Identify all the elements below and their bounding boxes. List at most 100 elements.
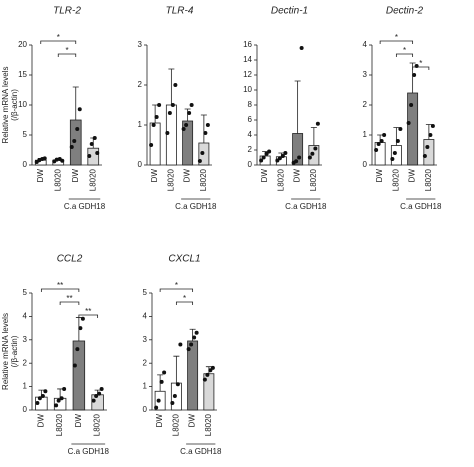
data-point [37,396,42,401]
data-point [392,151,397,155]
significance-label: * [57,33,60,42]
data-point [192,335,197,340]
data-point [167,111,172,115]
data-point [87,154,92,158]
data-point [261,155,266,160]
data-point [35,400,40,405]
y-tick-label: 0 [363,160,368,169]
chart-title: CCL2 [57,254,83,265]
data-point [210,365,215,370]
y-tick-label: 4 [363,40,368,49]
data-point [80,316,85,321]
y-tick-label: 2 [143,358,148,367]
bar [374,142,386,166]
y-tick-label: 0 [23,405,28,414]
significance-label: ** [66,294,72,303]
error-bar [393,127,400,146]
data-point [283,151,288,155]
y-tick-label: 5 [143,288,148,297]
x-tick-label: L8020 [93,413,102,436]
y-tick-label: 15 [18,70,27,79]
data-point [151,123,156,127]
y-tick-label: 2 [138,80,143,89]
significance-bracket [40,288,80,292]
data-point [95,151,100,155]
data-point [75,347,80,352]
y-tick-label: 1 [143,382,148,391]
data-point [205,372,210,377]
data-point [154,405,159,410]
data-point [181,127,186,131]
data-point [412,73,417,77]
data-point [78,326,83,331]
data-point [187,111,192,115]
significance-bracket [175,301,194,305]
significance-label: * [403,46,406,55]
significance-label: ** [57,281,63,290]
data-point [208,368,213,373]
bar [187,340,199,411]
x-tick-label: L8020 [309,168,318,191]
x-tick-label: L8020 [166,168,175,191]
error-bar [184,108,191,121]
data-point [277,156,282,161]
data-point [173,83,178,87]
y-tick-label: 3 [23,335,28,344]
data-point [374,148,379,152]
data-point [89,142,94,146]
significance-bracket [159,288,194,292]
data-point [425,145,430,149]
y-tick-label: 1 [363,130,368,139]
group-label: C.a GDH18 [285,202,327,211]
data-point [99,386,104,391]
y-tick-label: 4 [248,130,253,139]
significance-bracket [78,314,99,318]
x-tick-label: DW [150,169,159,183]
data-point [203,131,208,135]
data-point [259,158,264,163]
data-point [382,133,387,137]
y-tick-label: 12 [243,70,252,79]
significance-label: * [419,59,422,68]
significance-label: * [395,33,398,42]
data-point [406,121,411,125]
group-label: C.a GDH18 [175,202,217,211]
data-point [175,382,180,387]
x-tick-label: DW [375,169,384,183]
data-point [313,146,318,151]
data-point [267,149,272,154]
bar [72,340,86,411]
data-point [162,370,167,375]
data-point [91,398,96,403]
y-tick-label: 2 [23,358,28,367]
data-point [37,158,42,163]
data-point [42,156,47,161]
x-tick-label: DW [36,414,45,428]
x-tick-label: DW [183,169,192,183]
data-point [54,157,59,162]
y-tick-label: 3 [143,335,148,344]
data-point [197,159,202,163]
data-point [170,103,175,107]
x-tick-label: DW [293,169,302,183]
y-tick-label: 2 [248,145,253,154]
x-tick-label: L8020 [424,168,433,191]
data-point [307,155,312,160]
data-point [170,400,175,405]
data-point [77,107,82,112]
significance-bracket [57,53,77,57]
data-point [280,154,285,158]
data-point [200,151,205,155]
group-label: C.a GDH18 [68,447,110,456]
y-axis-label: (/β-actin) [10,335,19,367]
y-tick-label: 2 [363,100,368,109]
error-bar [72,86,79,120]
y-tick-label: 10 [243,85,252,94]
data-point [72,139,77,143]
y-tick-label: 8 [248,100,253,109]
data-point [189,103,194,107]
data-point [69,145,74,149]
error-bar [152,104,159,123]
data-point [40,393,45,398]
